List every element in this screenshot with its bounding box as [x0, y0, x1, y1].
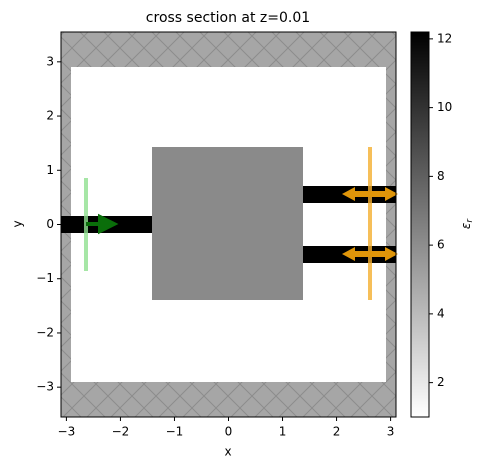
- colorbar-tick-label: 4: [437, 306, 445, 320]
- x-tick-label: −2: [112, 425, 130, 439]
- y-tick-label: −3: [36, 380, 54, 394]
- y-tick-label: 0: [46, 217, 54, 231]
- colorbar: [410, 31, 430, 418]
- design-region: [152, 147, 303, 300]
- x-tick-label: 2: [333, 425, 341, 439]
- colorbar-tick-label: 10: [437, 100, 452, 114]
- pml-right: [386, 32, 396, 417]
- colorbar-tick-label: 8: [437, 169, 445, 183]
- monitor-arrow: [342, 187, 398, 201]
- pml-bottom: [61, 382, 396, 417]
- colorbar-tick-label: 2: [437, 375, 445, 389]
- source-arrow: [86, 213, 119, 235]
- plot-area: [60, 31, 398, 418]
- y-tick-label: 3: [46, 54, 54, 68]
- y-axis-label: y: [11, 220, 25, 227]
- x-axis-label: x: [224, 445, 231, 459]
- x-tick-label: −1: [166, 425, 184, 439]
- x-tick-label: 3: [387, 425, 395, 439]
- colorbar-tick-label: 12: [437, 31, 452, 45]
- monitor-arrow: [342, 247, 398, 261]
- colorbar-tick-label: 6: [437, 238, 445, 252]
- colorbar-label: εr: [459, 218, 475, 230]
- y-tick-label: −2: [36, 325, 54, 339]
- y-tick-label: −1: [36, 271, 54, 285]
- chart-title: cross section at z=0.01: [146, 10, 310, 26]
- pml-top: [61, 32, 396, 67]
- x-tick-label: 0: [225, 425, 233, 439]
- y-tick-label: 2: [46, 109, 54, 123]
- y-tick-label: 1: [46, 163, 54, 177]
- x-tick-label: 1: [279, 425, 287, 439]
- x-tick-label: −3: [58, 425, 76, 439]
